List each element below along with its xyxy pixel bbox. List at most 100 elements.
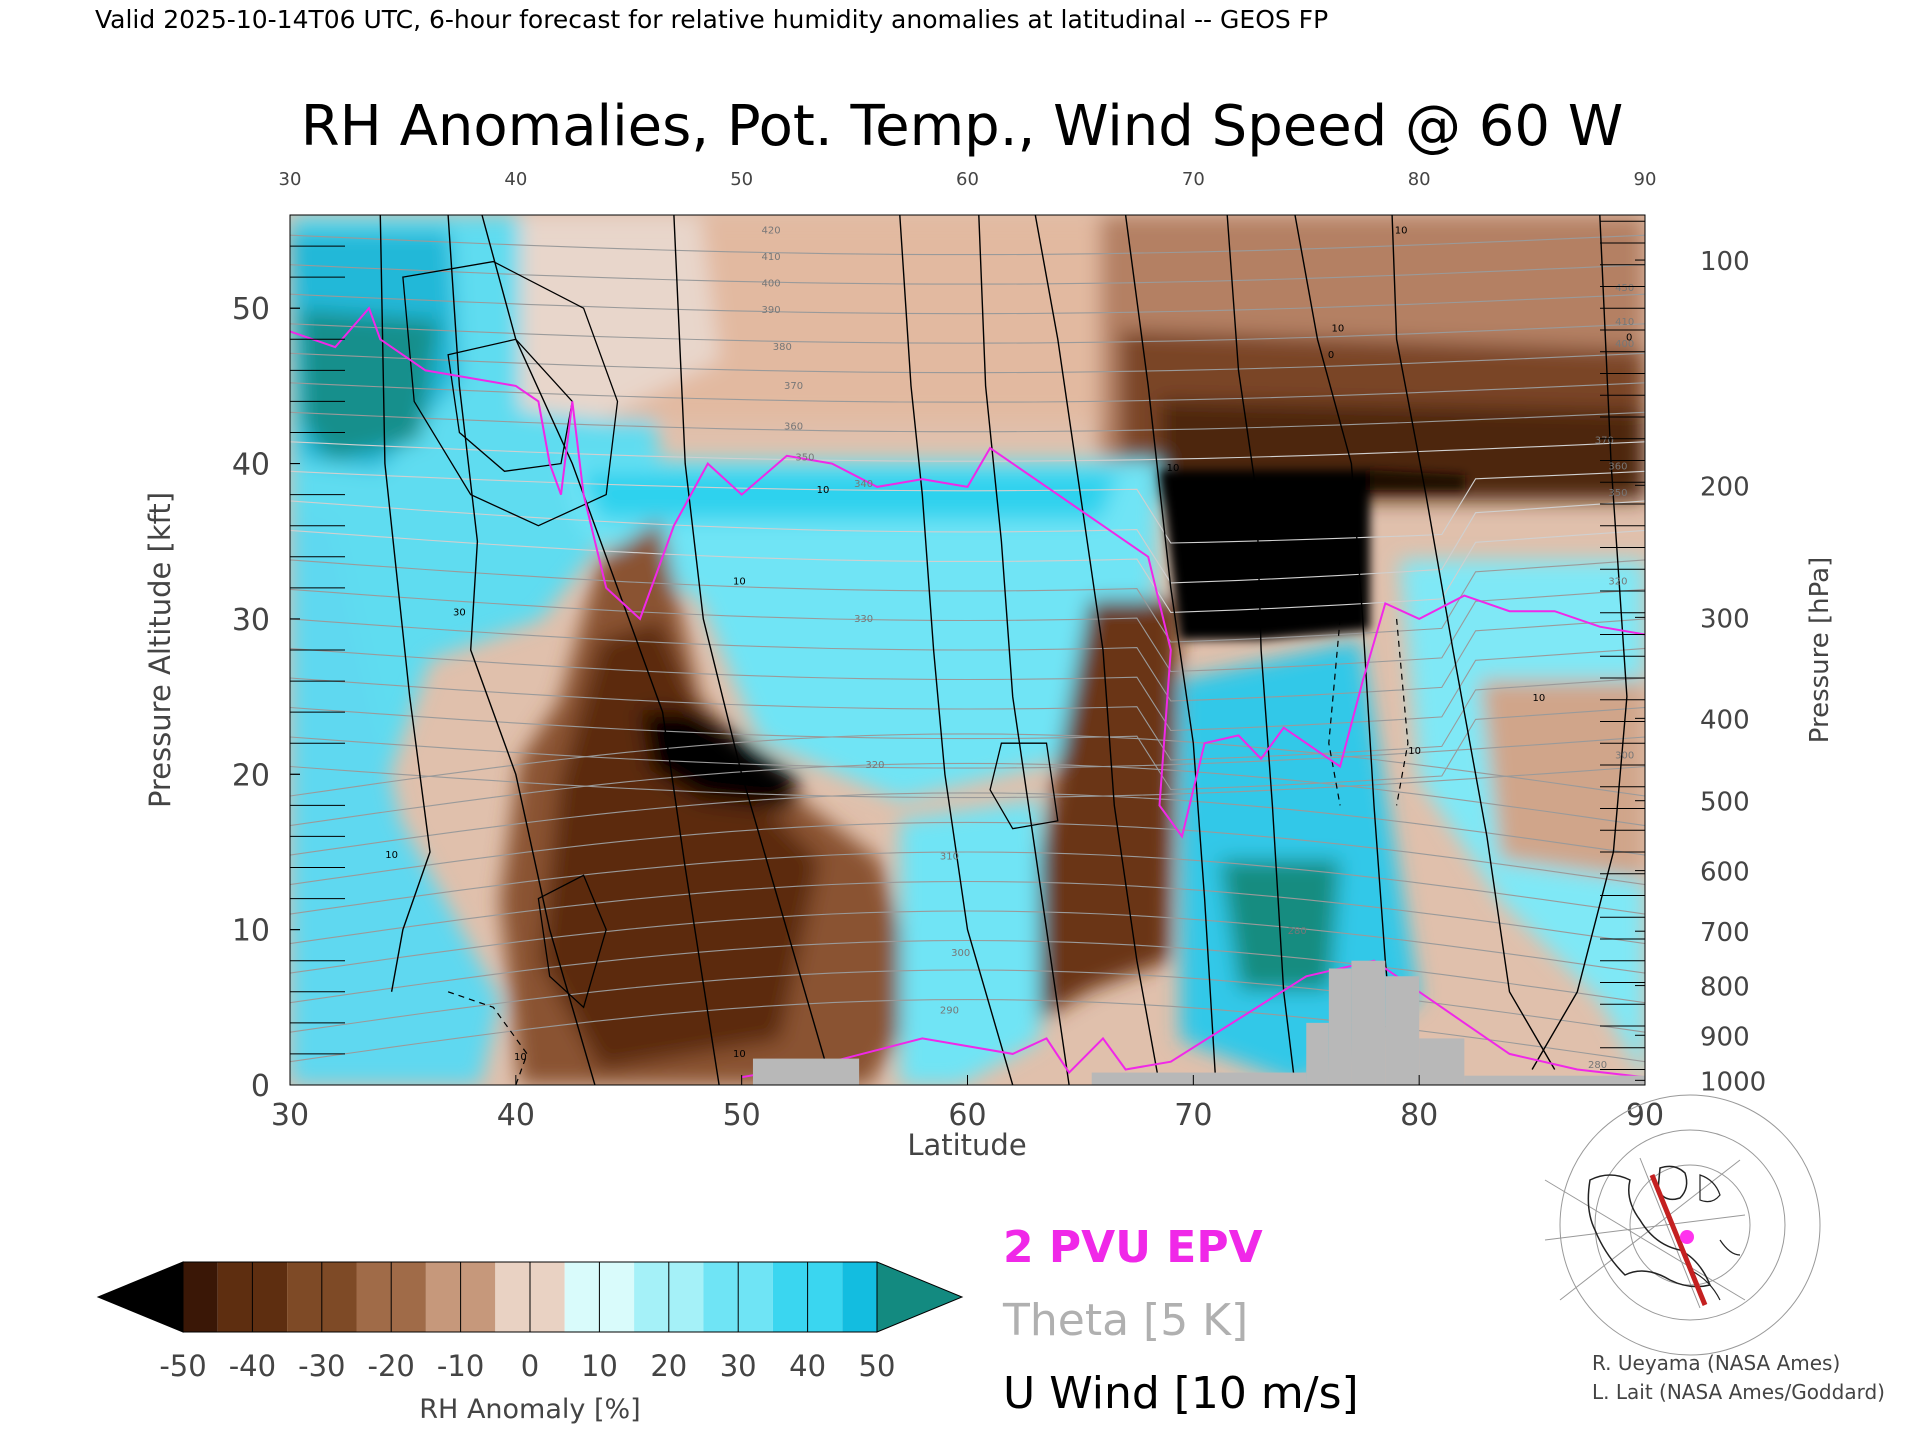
x-axis-bottom: 30 40 50 60 70 80 90 <box>271 1075 1664 1133</box>
pressure-tick-label: 500 <box>1700 788 1750 818</box>
colorbar-segment <box>495 1262 530 1332</box>
pressure-tick-label: 600 <box>1700 858 1750 888</box>
credit-line-2: L. Lait (NASA Ames/Goddard) <box>1592 1380 1885 1404</box>
theta-contour <box>290 792 1645 856</box>
wind-label: 10 <box>1167 463 1180 474</box>
y-tick-label: 40 <box>232 448 270 483</box>
theta-label: 300 <box>951 948 970 959</box>
wind-label: 10 <box>514 1052 527 1063</box>
theta-label: 450 <box>1615 283 1634 294</box>
wind-contour <box>673 215 833 1085</box>
y2-axis-label: Pressure [hPa] <box>1805 557 1835 744</box>
wind-contour-negative <box>447 991 528 1085</box>
theta-contour <box>290 293 1645 315</box>
colorbar-segment <box>703 1262 739 1332</box>
wind-label: 10 <box>817 485 830 496</box>
theta-label: 370 <box>1595 435 1614 446</box>
wind-contour <box>1226 215 1296 1085</box>
colorbar-tick-label: 30 <box>720 1349 757 1383</box>
colorbar-segment <box>183 1262 218 1332</box>
colorbar-tick-label: 10 <box>581 1349 618 1383</box>
theta-label: 320 <box>865 760 884 771</box>
pressure-tick-label: 400 <box>1700 705 1750 735</box>
theta-label: 350 <box>795 452 814 463</box>
theta-label: 410 <box>1615 317 1634 328</box>
colorbar-segment <box>287 1262 322 1332</box>
theta-contour <box>290 529 1645 613</box>
theta-contour <box>290 706 1645 791</box>
theta-label: 320 <box>1608 577 1627 588</box>
terrain-block <box>1306 1022 1329 1085</box>
theta-label: 420 <box>761 226 780 237</box>
theta-contour <box>290 588 1645 673</box>
pvu-contour <box>290 306 1645 1079</box>
colorbar-tick-label: -30 <box>298 1349 345 1383</box>
colorbar-segment <box>807 1262 843 1332</box>
theta-contour <box>290 382 1645 403</box>
x-tick-label: 80 <box>1400 1098 1438 1133</box>
colorbar-segment <box>530 1262 565 1332</box>
theta-label: 390 <box>761 305 780 316</box>
wind-contour-closed <box>402 260 619 527</box>
terrain-block <box>1419 1038 1465 1085</box>
wind-label: 10 <box>733 1049 746 1060</box>
theta-contour <box>290 677 1645 761</box>
colorbar-tick-label: 50 <box>859 1349 896 1383</box>
colorbar-segment <box>425 1262 461 1332</box>
wind-contours <box>379 215 1628 1085</box>
colorbar-segment <box>634 1262 669 1332</box>
theta-label: 280 <box>1288 926 1307 937</box>
wind-label: 10 <box>1408 746 1421 757</box>
theta-contour <box>290 618 1645 702</box>
theta-label: 330 <box>854 614 873 625</box>
theta-contour <box>290 733 1645 797</box>
chart-title: RH Anomalies, Pot. Temp., Wind Speed @ 6… <box>301 94 1623 159</box>
colorbar-tick-label: -10 <box>437 1349 484 1383</box>
terrain-mask <box>752 960 1645 1085</box>
colorbar-tick-label: 20 <box>650 1349 687 1383</box>
theta-label: 340 <box>854 479 873 490</box>
terrain-block <box>1091 1072 1307 1085</box>
wind-contour <box>1034 215 1161 1085</box>
wind-contour <box>1124 215 1217 1085</box>
theta-label: 360 <box>1608 462 1627 473</box>
wind-label: 30 <box>453 608 466 619</box>
colorbar: -50 -40 -30 -20 -10 0 10 20 30 40 50 <box>96 1261 964 1383</box>
wind-contour <box>1391 215 1556 1070</box>
theta-contour <box>290 411 1645 433</box>
colorbar-extend-low <box>96 1261 184 1333</box>
terrain-block <box>1351 960 1386 1085</box>
theta-contour <box>290 736 1645 769</box>
theta-contour <box>290 441 1645 462</box>
theta-contour <box>290 323 1645 344</box>
wind-contour <box>1294 215 1398 1085</box>
x-top-tick-label: 50 <box>730 169 753 190</box>
x-tick-label: 40 <box>497 1098 535 1133</box>
theta-label: 350 <box>1608 488 1627 499</box>
x-top-tick-label: 80 <box>1408 169 1431 190</box>
colorbar-tick-label: -20 <box>368 1349 415 1383</box>
theta-contour <box>290 910 1645 974</box>
wind-labels: 30 10 10 10 10 10 10 10 0 0 10 10 10 <box>385 226 1632 1064</box>
theta-contours <box>290 234 1645 1063</box>
pressure-tick-label: 900 <box>1700 1022 1750 1052</box>
x-axis-label: Latitude <box>907 1128 1026 1162</box>
pressure-tick-label: 100 <box>1700 247 1750 277</box>
theta-contour <box>290 939 1645 1004</box>
pvu-contour-line-low <box>741 959 1645 1079</box>
wind-label: 10 <box>385 850 398 861</box>
x-tick-label: 30 <box>271 1098 309 1133</box>
theta-label: 400 <box>761 278 780 289</box>
colorbar-segment <box>460 1262 496 1332</box>
colorbar-segment <box>564 1262 600 1332</box>
colorbar-tick-label: -40 <box>229 1349 276 1383</box>
colorbar-segment <box>842 1262 877 1332</box>
y-axis-right: 100 200 300 400 500 600 700 800 900 1000 <box>1600 220 1766 1097</box>
theta-contour <box>290 470 1645 544</box>
theta-contour <box>290 765 1645 799</box>
theta-label: 300 <box>1615 751 1634 762</box>
theta-contour <box>290 352 1645 374</box>
theta-contour <box>290 500 1645 584</box>
theta-contour <box>290 851 1645 915</box>
pressure-tick-label: 700 <box>1700 918 1750 948</box>
